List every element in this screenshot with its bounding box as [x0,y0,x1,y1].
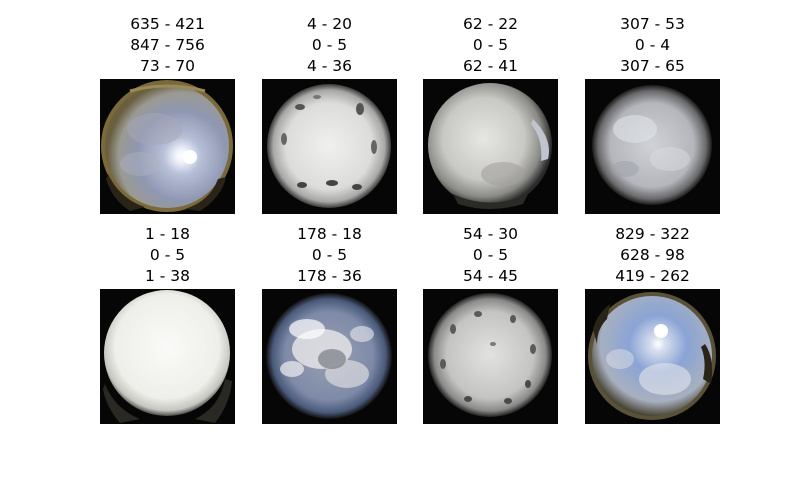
panel-caption: 829 - 322 628 - 98 419 - 262 [585,224,720,287]
caption-line: 4 - 36 [306,57,353,75]
caption-line: 1 - 38 [144,267,191,285]
caption-line: 0 - 5 [472,36,509,54]
panel-caption: 178 - 18 0 - 5 178 - 36 [262,224,397,287]
caption-line: 829 - 322 [615,225,690,243]
sky-image [262,79,397,214]
caption-line: 307 - 53 [620,15,685,33]
sky-panel-1: 635 - 421 847 - 756 73 - 70 [100,14,235,214]
sky-panel-6: 178 - 18 0 - 5 178 - 36 [262,224,397,424]
sky-image [423,79,558,214]
caption-line: 0 - 5 [472,246,509,264]
sky-panel-7: 54 - 30 0 - 5 54 - 45 [423,224,558,424]
sky-image [585,289,720,424]
panel-caption: 307 - 53 0 - 4 307 - 65 [585,14,720,77]
caption-line: 73 - 70 [140,57,195,75]
sky-panel-5: 1 - 18 0 - 5 1 - 38 [100,224,235,424]
panel-caption: 54 - 30 0 - 5 54 - 45 [423,224,558,287]
caption-line: 628 - 98 [620,246,685,264]
caption-line: 54 - 45 [463,267,518,285]
caption-line: 0 - 4 [634,36,671,54]
panel-caption: 635 - 421 847 - 756 73 - 70 [100,14,235,77]
sky-panel-4: 307 - 53 0 - 4 307 - 65 [585,14,720,214]
panel-caption: 62 - 22 0 - 5 62 - 41 [423,14,558,77]
caption-line: 0 - 5 [149,246,186,264]
sky-image [262,289,397,424]
caption-line: 4 - 20 [306,15,353,33]
caption-line: 62 - 41 [463,57,518,75]
sky-panel-2: 4 - 20 0 - 5 4 - 36 [262,14,397,214]
caption-line: 0 - 5 [311,36,348,54]
sky-panel-3: 62 - 22 0 - 5 62 - 41 [423,14,558,214]
caption-line: 178 - 36 [297,267,362,285]
caption-line: 1 - 18 [144,225,191,243]
caption-line: 419 - 262 [615,267,690,285]
panel-caption: 4 - 20 0 - 5 4 - 36 [262,14,397,77]
caption-line: 54 - 30 [463,225,518,243]
caption-line: 847 - 756 [130,36,205,54]
caption-line: 0 - 5 [311,246,348,264]
caption-line: 178 - 18 [297,225,362,243]
caption-line: 307 - 65 [620,57,685,75]
caption-line: 62 - 22 [463,15,518,33]
sky-image [585,79,720,214]
sky-image [100,79,235,214]
caption-line: 635 - 421 [130,15,205,33]
sky-panel-8: 829 - 322 628 - 98 419 - 262 [585,224,720,424]
sky-image [423,289,558,424]
panel-caption: 1 - 18 0 - 5 1 - 38 [100,224,235,287]
sky-image [100,289,235,424]
